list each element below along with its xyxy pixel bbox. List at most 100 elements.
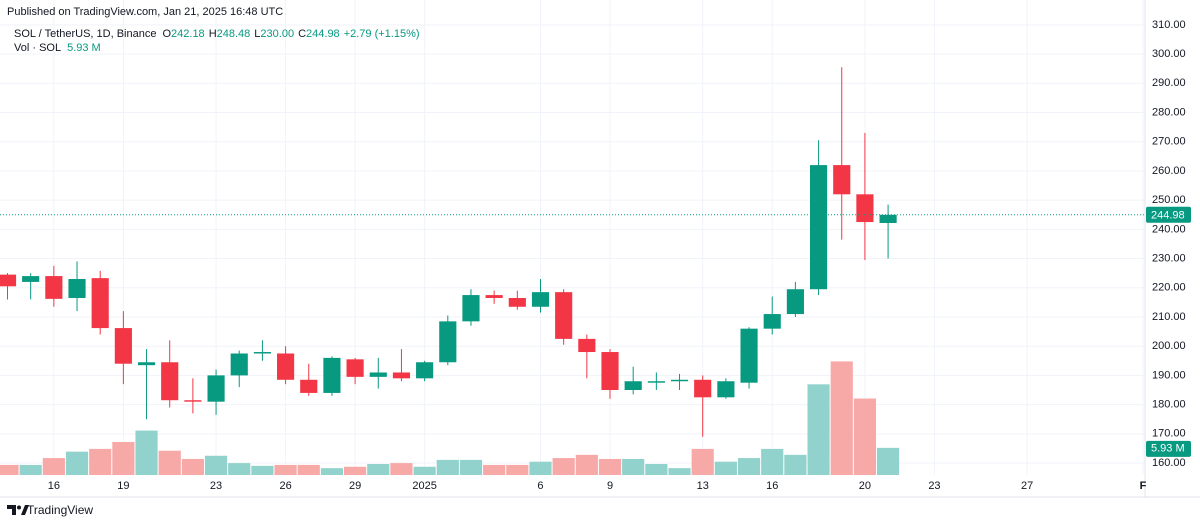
ohlc-value: 248.48 bbox=[217, 28, 251, 40]
candle-body bbox=[717, 381, 735, 398]
volume-bar bbox=[297, 464, 320, 475]
y-tick-label: 270.00 bbox=[1152, 136, 1186, 148]
volume-title: Vol · SOL bbox=[14, 42, 61, 54]
volume-bar bbox=[320, 468, 344, 475]
volume-badge bbox=[1146, 440, 1191, 457]
x-tick-label: 27 bbox=[1021, 480, 1033, 492]
volume-bar bbox=[552, 458, 575, 475]
volume-value: 5.93 M bbox=[67, 42, 101, 54]
y-tick-label: 220.00 bbox=[1152, 282, 1186, 294]
x-tick-label: 9 bbox=[607, 480, 613, 492]
x-tick-label: 29 bbox=[349, 480, 361, 492]
candle-body bbox=[601, 352, 619, 391]
volume-layer bbox=[0, 361, 900, 475]
brand-logo bbox=[7, 505, 29, 515]
candle-body bbox=[670, 379, 689, 382]
candle-body bbox=[624, 381, 642, 391]
symbol-name: SOL / TetherUS, 1D, Binance bbox=[14, 28, 156, 40]
candle-body bbox=[786, 289, 804, 315]
candle-body bbox=[462, 295, 480, 322]
grid bbox=[0, 0, 1145, 475]
x-tick-label: 6 bbox=[537, 480, 543, 492]
ohlc-label: L bbox=[254, 28, 260, 40]
axes: 160.00 170.00 180.00 190.00 200.00 210.00 220.… bbox=[0, 19, 1191, 492]
x-tick-label: 2025 bbox=[412, 480, 436, 492]
candle-body bbox=[346, 359, 364, 377]
ohlc-value: 230.00 bbox=[260, 28, 294, 40]
volume-bar bbox=[598, 458, 622, 475]
volume-bar bbox=[251, 465, 274, 475]
candle-body bbox=[369, 372, 387, 377]
y-tick-label: 170.00 bbox=[1152, 428, 1186, 440]
candle-body bbox=[879, 214, 897, 223]
volume-bar bbox=[436, 459, 459, 475]
candle-body bbox=[300, 379, 318, 393]
volume-bar bbox=[807, 384, 830, 475]
ohlc-label: H bbox=[209, 28, 217, 40]
volume-bar bbox=[204, 455, 228, 475]
y-tick-label: 300.00 bbox=[1152, 48, 1186, 60]
y-tick-label: 260.00 bbox=[1152, 165, 1186, 177]
candle-body bbox=[555, 292, 573, 339]
y-tick-label: 210.00 bbox=[1152, 311, 1186, 323]
candle-body bbox=[323, 357, 341, 393]
y-tick-label: 230.00 bbox=[1152, 252, 1186, 264]
volume-bar bbox=[737, 458, 761, 475]
volume-bar bbox=[135, 430, 158, 475]
candle-layer bbox=[0, 67, 897, 437]
ohlc-value: 242.18 bbox=[171, 28, 205, 40]
volume-bar bbox=[158, 450, 181, 475]
volume-bar bbox=[853, 398, 877, 475]
candle-body bbox=[392, 372, 411, 379]
last-price-label: 244.98 bbox=[1151, 210, 1185, 222]
candle-body bbox=[22, 276, 40, 282]
x-tick-label: 23 bbox=[210, 480, 222, 492]
candle-body bbox=[439, 321, 457, 363]
x-tick-label: 26 bbox=[279, 480, 291, 492]
candle-body bbox=[114, 328, 132, 364]
candle-body bbox=[161, 362, 179, 401]
candle-body bbox=[856, 194, 874, 223]
x-tick-label: 16 bbox=[766, 480, 778, 492]
x-tick-label: 13 bbox=[697, 480, 709, 492]
volume-bar bbox=[413, 466, 436, 475]
y-tick-label: 250.00 bbox=[1152, 194, 1186, 206]
brand: TradingView bbox=[27, 503, 93, 517]
volume-bar bbox=[459, 459, 483, 475]
candle-body bbox=[137, 362, 156, 366]
volume-bar bbox=[575, 454, 598, 475]
volume-bar bbox=[367, 464, 390, 475]
volume-bar bbox=[42, 458, 65, 475]
volume-badge-label: 5.93 M bbox=[1151, 443, 1185, 455]
candle-body bbox=[277, 353, 295, 380]
volume-bar bbox=[65, 451, 89, 475]
x-tick-label: 19 bbox=[117, 480, 129, 492]
candle-body bbox=[809, 165, 828, 290]
x-tick-label: F bbox=[1140, 480, 1147, 492]
x-tick-label: 16 bbox=[48, 480, 60, 492]
y-tick-label: 180.00 bbox=[1152, 399, 1186, 411]
symbol: SOL / TetherUS, 1D, Binance O242.18 H248.4… bbox=[14, 28, 420, 40]
y-tick-label: 310.00 bbox=[1152, 19, 1186, 31]
volume-bar bbox=[506, 464, 529, 475]
candle-body bbox=[694, 379, 712, 398]
candle-body bbox=[230, 353, 248, 376]
candle-body bbox=[763, 314, 781, 329]
x-tick-label: 23 bbox=[928, 480, 940, 492]
volume-legend: Vol · SOL 5.93 M bbox=[14, 42, 101, 54]
change: +2.79 (+1.15%) bbox=[344, 28, 420, 40]
candle-body bbox=[253, 352, 271, 354]
candle-body bbox=[416, 362, 434, 379]
x-tick-label: 20 bbox=[859, 480, 871, 492]
candle-body bbox=[833, 165, 851, 195]
volume-bar bbox=[830, 361, 853, 475]
volume-bar bbox=[112, 442, 135, 475]
volume-bar bbox=[19, 464, 42, 475]
volume-bar bbox=[877, 447, 900, 475]
volume-bar bbox=[645, 464, 668, 475]
candle-body bbox=[740, 328, 758, 383]
candle-body bbox=[0, 274, 17, 287]
volume-bar bbox=[390, 463, 413, 475]
